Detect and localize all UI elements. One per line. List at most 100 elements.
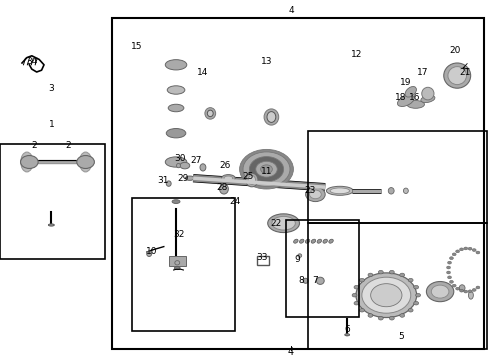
- Circle shape: [447, 261, 450, 264]
- Ellipse shape: [48, 224, 54, 226]
- Ellipse shape: [468, 291, 472, 299]
- Ellipse shape: [264, 109, 278, 125]
- Circle shape: [467, 247, 471, 250]
- Ellipse shape: [316, 239, 321, 243]
- Circle shape: [407, 278, 412, 282]
- Text: 7: 7: [312, 276, 318, 285]
- Text: 25: 25: [242, 172, 254, 181]
- Bar: [132, 198, 234, 331]
- Ellipse shape: [403, 188, 407, 194]
- Text: 27: 27: [189, 156, 201, 165]
- Ellipse shape: [293, 239, 298, 243]
- Text: 2: 2: [31, 141, 37, 150]
- Circle shape: [471, 249, 475, 252]
- Ellipse shape: [329, 188, 349, 194]
- Circle shape: [367, 314, 372, 317]
- Ellipse shape: [328, 239, 333, 243]
- Circle shape: [447, 276, 450, 279]
- Circle shape: [451, 253, 455, 256]
- Ellipse shape: [175, 261, 179, 265]
- Ellipse shape: [387, 188, 393, 194]
- Text: 8: 8: [298, 276, 304, 285]
- Ellipse shape: [20, 152, 33, 172]
- Text: 10: 10: [145, 248, 157, 256]
- Circle shape: [378, 270, 383, 274]
- Bar: [112, 18, 483, 349]
- Text: 5: 5: [397, 332, 403, 341]
- Circle shape: [415, 293, 420, 297]
- Text: 2: 2: [65, 141, 71, 150]
- Circle shape: [463, 247, 467, 250]
- Circle shape: [260, 165, 272, 174]
- Circle shape: [20, 156, 38, 168]
- Ellipse shape: [397, 95, 413, 107]
- Text: 16: 16: [408, 93, 420, 102]
- Ellipse shape: [271, 216, 295, 230]
- Ellipse shape: [421, 87, 433, 100]
- Circle shape: [361, 277, 410, 313]
- Circle shape: [351, 293, 356, 297]
- Text: 29: 29: [177, 174, 189, 183]
- Text: 3: 3: [48, 84, 54, 93]
- Circle shape: [367, 273, 372, 277]
- Ellipse shape: [168, 104, 183, 112]
- Ellipse shape: [404, 86, 416, 97]
- Circle shape: [243, 152, 289, 186]
- Text: 4: 4: [287, 347, 293, 357]
- Ellipse shape: [447, 67, 466, 85]
- Circle shape: [309, 190, 321, 199]
- Circle shape: [467, 290, 471, 293]
- Bar: [307, 131, 486, 223]
- Ellipse shape: [174, 267, 180, 270]
- Text: 20: 20: [448, 46, 460, 55]
- Circle shape: [353, 285, 358, 289]
- Ellipse shape: [299, 239, 304, 243]
- Circle shape: [353, 301, 358, 305]
- Ellipse shape: [443, 63, 469, 88]
- Ellipse shape: [79, 152, 92, 172]
- Text: 28: 28: [216, 183, 228, 192]
- Ellipse shape: [200, 164, 205, 171]
- Ellipse shape: [172, 200, 180, 203]
- Text: 15: 15: [131, 42, 142, 51]
- Ellipse shape: [146, 251, 151, 257]
- Circle shape: [448, 257, 452, 260]
- Ellipse shape: [310, 239, 315, 243]
- Circle shape: [407, 309, 412, 312]
- Text: 18: 18: [394, 93, 406, 102]
- Bar: [285, 220, 359, 317]
- Circle shape: [471, 288, 475, 291]
- Text: 11: 11: [260, 166, 272, 176]
- Circle shape: [255, 161, 277, 177]
- Circle shape: [446, 266, 449, 269]
- Circle shape: [459, 248, 463, 251]
- Bar: [256, 256, 268, 265]
- Text: 17: 17: [416, 68, 428, 77]
- Text: 22: 22: [270, 219, 282, 228]
- Circle shape: [399, 273, 404, 277]
- Circle shape: [426, 282, 453, 302]
- Circle shape: [463, 290, 467, 293]
- Circle shape: [388, 270, 393, 274]
- Text: 31: 31: [157, 176, 168, 185]
- Ellipse shape: [303, 278, 307, 283]
- Circle shape: [370, 284, 401, 307]
- Circle shape: [455, 250, 459, 253]
- Ellipse shape: [166, 181, 171, 186]
- Text: 34: 34: [26, 57, 38, 66]
- Ellipse shape: [167, 86, 184, 94]
- Ellipse shape: [185, 176, 194, 180]
- Text: 12: 12: [350, 50, 362, 59]
- Ellipse shape: [207, 110, 213, 117]
- Bar: [168, 256, 185, 266]
- Ellipse shape: [204, 108, 215, 119]
- Bar: [307, 223, 486, 349]
- Circle shape: [430, 285, 448, 298]
- Ellipse shape: [297, 254, 301, 257]
- Text: 30: 30: [174, 154, 185, 163]
- Ellipse shape: [266, 112, 275, 122]
- Circle shape: [399, 314, 404, 317]
- Ellipse shape: [224, 176, 232, 180]
- Circle shape: [448, 280, 452, 283]
- Ellipse shape: [305, 239, 309, 243]
